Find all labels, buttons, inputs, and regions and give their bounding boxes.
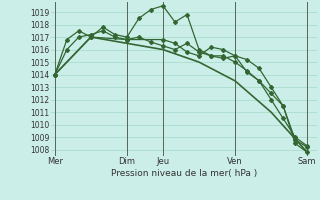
X-axis label: Pression niveau de la mer( hPa ): Pression niveau de la mer( hPa )	[111, 169, 257, 178]
